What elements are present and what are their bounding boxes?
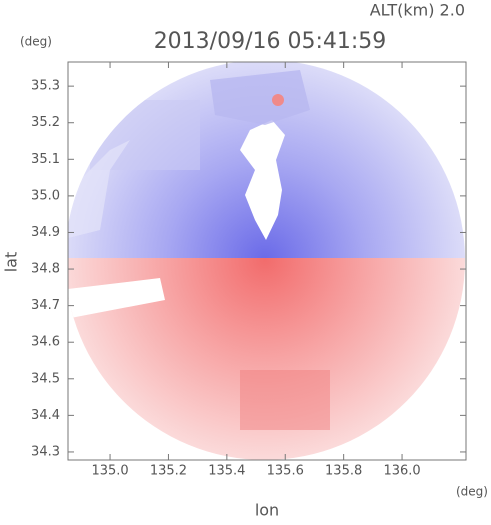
- y-tick-label: 35.3: [31, 79, 60, 94]
- x-unit: (deg): [456, 485, 488, 499]
- y-tick-label: 35.0: [31, 188, 60, 203]
- upper-echo: [210, 70, 310, 125]
- x-tick-label: 136.0: [383, 464, 420, 479]
- y-tick-label: 34.9: [31, 225, 60, 240]
- texture: [68, 140, 130, 240]
- x-tick-label: 135.0: [91, 464, 128, 479]
- x-tick-label: 135.8: [325, 464, 362, 479]
- upper-echo: [272, 94, 284, 106]
- altitude-label: ALT(km) 2.0: [370, 1, 465, 20]
- y-tick-label: 35.2: [31, 115, 60, 130]
- blocked-sector: [68, 278, 165, 320]
- no-echo-area: [240, 120, 285, 240]
- y-tick-label: 35.1: [31, 152, 60, 167]
- y-tick-label: 34.3: [31, 444, 60, 459]
- radar-image: [68, 62, 465, 460]
- y-tick-label: 34.5: [31, 371, 60, 386]
- y-tick-label: 34.8: [31, 262, 60, 277]
- chart-title: 2013/09/16 05:41:59: [154, 29, 387, 54]
- x-axis-label: lon: [255, 501, 279, 520]
- x-tick-label: 135.4: [208, 464, 245, 479]
- plot-frame: [67, 61, 467, 461]
- y-tick-label: 34.4: [31, 408, 60, 423]
- y-tick-label: 34.6: [31, 335, 60, 350]
- x-tick-label: 135.2: [150, 464, 187, 479]
- y-unit: (deg): [20, 35, 52, 49]
- x-tick-label: 135.6: [267, 464, 304, 479]
- y-axis-label: lat: [2, 252, 21, 273]
- y-tick-label: 34.7: [31, 298, 60, 313]
- texture: [240, 370, 330, 430]
